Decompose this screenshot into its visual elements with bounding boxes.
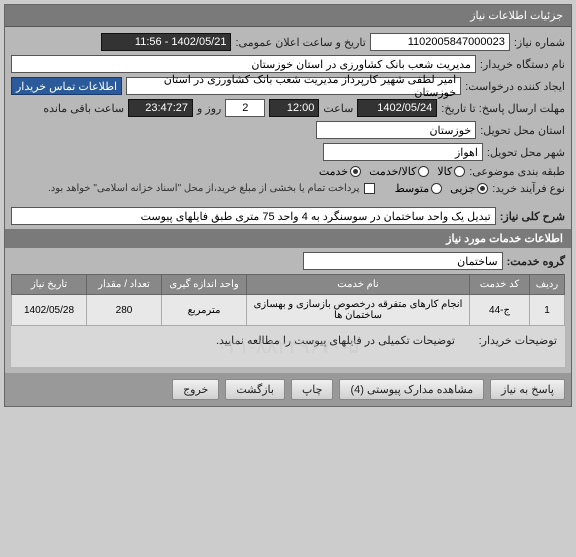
city-label: شهر محل تحویل: xyxy=(487,146,565,159)
th-code: کد خدمت xyxy=(470,275,530,295)
radio-goods-service[interactable]: کالا/خدمت xyxy=(369,165,429,178)
province-field: خوزستان xyxy=(316,121,476,139)
deadline-time-field: 12:00 xyxy=(269,99,319,117)
buyer-org-field: مدیریت شعب بانک کشاورزی در استان خوزستان xyxy=(11,55,476,73)
attachments-button[interactable]: مشاهده مدارک پیوستی (4) xyxy=(339,379,484,400)
services-section-header: اطلاعات خدمات مورد نیاز xyxy=(5,229,571,248)
radio-service-circle xyxy=(350,166,361,177)
th-row: ردیف xyxy=(530,275,565,295)
panel-title: جزئیات اطلاعات نیاز xyxy=(5,5,571,27)
row-deadline: مهلت ارسال پاسخ: تا تاریخ: 1402/05/24 سا… xyxy=(11,99,565,117)
th-date: تاریخ نیاز xyxy=(12,275,87,295)
creator-field: امیر لطفی شهیر کارپرداز مدیریت شعب بانک … xyxy=(126,77,461,95)
back-button[interactable]: بازگشت xyxy=(225,379,285,400)
row-creator: ایجاد کننده درخواست: امیر لطفی شهیر کارپ… xyxy=(11,77,565,95)
city-field: اهواز xyxy=(323,143,483,161)
radio-goods-label: کالا xyxy=(437,165,452,178)
public-datetime-field: 1402/05/21 - 11:56 xyxy=(101,33,231,51)
radio-partial-circle xyxy=(477,183,488,194)
table-row: 1 ج-44 انجام کارهای متفرقه درخصوص بازساز… xyxy=(12,295,565,326)
radio-service[interactable]: خدمت xyxy=(319,165,361,178)
row-province: استان محل تحویل: خوزستان xyxy=(11,121,565,139)
creator-label: ایجاد کننده درخواست: xyxy=(465,80,565,93)
td-code: ج-44 xyxy=(470,295,530,326)
days-label: روز و xyxy=(197,102,221,115)
watermark-phone: ۰۲۱-۸۸۲۴۹۶۷۰-۵ xyxy=(19,334,557,359)
general-desc-field: تبدیل یک واحد ساختمان در سوسنگرد به 4 وا… xyxy=(11,207,496,225)
public-datetime-label: تاریخ و ساعت اعلان عمومی: xyxy=(235,36,365,49)
td-name: انجام کارهای متفرقه درخصوص بازسازی و بهس… xyxy=(247,295,470,326)
payment-note: پرداخت تمام یا بخشی از مبلغ خرید،از محل … xyxy=(48,183,360,194)
row-need-number: شماره نیاز: 1102005847000023 تاریخ و ساع… xyxy=(11,33,565,51)
row-category: طبقه بندی موضوعی: کالا کالا/خدمت خدمت xyxy=(11,165,565,178)
remaining-label: ساعت باقی مانده xyxy=(43,102,124,115)
province-label: استان محل تحویل: xyxy=(480,124,565,137)
th-unit: واحد اندازه گیری xyxy=(162,275,247,295)
td-row: 1 xyxy=(530,295,565,326)
th-qty: تعداد / مقدار xyxy=(87,275,162,295)
main-panel: جزئیات اطلاعات نیاز شماره نیاز: 11020058… xyxy=(4,4,572,407)
radio-partial[interactable]: جزیی xyxy=(450,182,488,195)
radio-medium-label: متوسط xyxy=(395,182,430,195)
exit-button[interactable]: خروج xyxy=(172,379,219,400)
buyer-org-label: نام دستگاه خریدار: xyxy=(480,58,565,71)
services-table: ردیف کد خدمت نام خدمت واحد اندازه گیری ت… xyxy=(11,274,565,326)
row-buyer-org: نام دستگاه خریدار: مدیریت شعب بانک کشاور… xyxy=(11,55,565,73)
radio-medium-circle xyxy=(431,183,442,194)
row-process: نوع فرآیند خرید: جزیی متوسط پرداخت تمام … xyxy=(11,182,565,195)
radio-goods-service-label: کالا/خدمت xyxy=(369,165,416,178)
contact-info-button[interactable]: اطلاعات تماس خریدار xyxy=(11,77,122,95)
radio-goods[interactable]: کالا xyxy=(437,165,465,178)
panel-body: شماره نیاز: 1102005847000023 تاریخ و ساع… xyxy=(5,27,571,373)
process-label: نوع فرآیند خرید: xyxy=(492,182,565,195)
general-desc-label: شرح کلی نیاز: xyxy=(500,210,565,223)
reply-button[interactable]: پاسخ به نیاز xyxy=(490,379,565,400)
radio-service-label: خدمت xyxy=(319,165,348,178)
remaining-time-field: 23:47:27 xyxy=(128,99,193,117)
radio-goods-circle xyxy=(454,166,465,177)
days-count-field: 2 xyxy=(225,99,265,117)
row-city: شهر محل تحویل: اهواز xyxy=(11,143,565,161)
row-service-group: گروه خدمت: ساختمان xyxy=(11,252,565,270)
radio-medium[interactable]: متوسط xyxy=(395,182,443,195)
radio-goods-service-circle xyxy=(418,166,429,177)
print-button[interactable]: چاپ xyxy=(291,379,334,400)
need-number-field: 1102005847000023 xyxy=(370,33,510,51)
buyer-notes-row: توضیحات خریدار: توضیحات تکمیلی در فایلها… xyxy=(11,326,565,367)
category-radio-group: کالا کالا/خدمت خدمت xyxy=(319,165,465,178)
button-bar: پاسخ به نیاز مشاهده مدارک پیوستی (4) چاپ… xyxy=(5,373,571,406)
need-number-label: شماره نیاز: xyxy=(514,36,565,49)
row-general-desc: شرح کلی نیاز: تبدیل یک واحد ساختمان در س… xyxy=(11,207,565,225)
category-label: طبقه بندی موضوعی: xyxy=(469,165,565,178)
radio-partial-label: جزیی xyxy=(450,182,475,195)
time-label-1: ساعت xyxy=(323,102,353,115)
table-header-row: ردیف کد خدمت نام خدمت واحد اندازه گیری ت… xyxy=(12,275,565,295)
process-radio-group: جزیی متوسط xyxy=(395,182,489,195)
deadline-label: مهلت ارسال پاسخ: تا تاریخ: xyxy=(441,102,565,115)
td-unit: مترمربع xyxy=(162,295,247,326)
service-group-label: گروه خدمت: xyxy=(507,255,565,268)
service-group-field: ساختمان xyxy=(303,252,503,270)
deadline-date-field: 1402/05/24 xyxy=(357,99,437,117)
td-qty: 280 xyxy=(87,295,162,326)
payment-checkbox[interactable] xyxy=(364,183,375,194)
th-name: نام خدمت xyxy=(247,275,470,295)
td-date: 1402/05/28 xyxy=(12,295,87,326)
